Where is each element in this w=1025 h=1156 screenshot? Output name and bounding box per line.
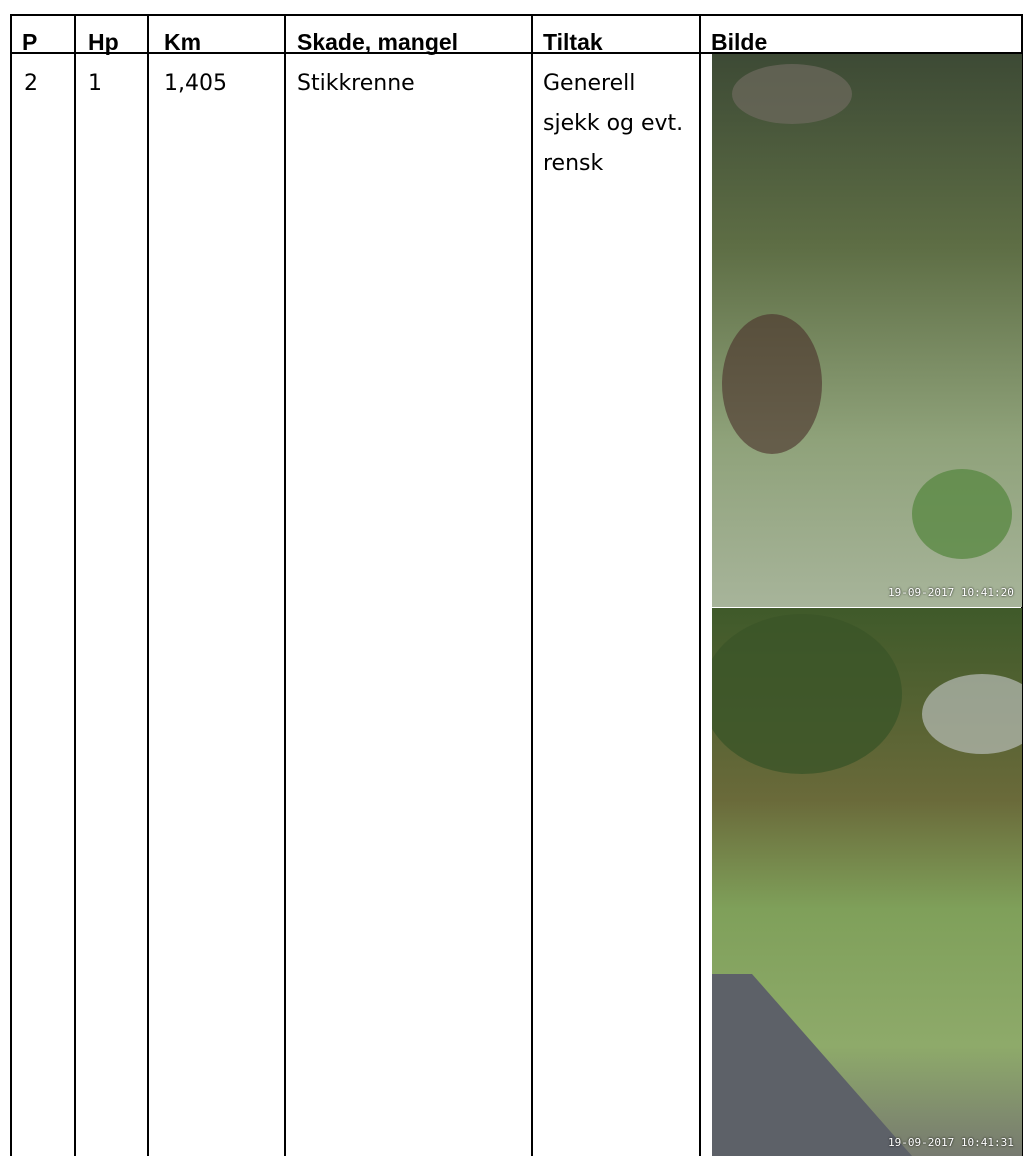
header-cell: Hp	[88, 29, 119, 55]
column-border	[1021, 14, 1023, 1156]
photo-detail	[912, 469, 1012, 559]
table-border	[10, 14, 1023, 16]
road	[712, 974, 912, 1156]
photo-detail	[922, 674, 1022, 754]
column-border	[699, 14, 701, 1156]
header-border	[10, 52, 1023, 54]
header-cell: Bilde	[711, 29, 768, 55]
cell: Stikkrenne	[297, 71, 415, 96]
photo-timestamp: 19-09-2017 10:41:31	[888, 1136, 1014, 1149]
column-border	[74, 14, 76, 1156]
photo-detail	[722, 314, 822, 454]
cell: 2	[24, 71, 38, 96]
photo-timestamp: 19-09-2017 10:41:20	[888, 586, 1014, 599]
cell: Generell sjekk og evt. rensk	[543, 71, 684, 176]
header-cell: Skade, mangel	[297, 29, 459, 55]
column-border	[10, 14, 12, 1156]
header-cell: Km	[164, 29, 202, 55]
column-border	[284, 14, 286, 1156]
photo-detail	[712, 614, 902, 774]
photo-detail	[732, 64, 852, 124]
photos	[712, 54, 1022, 1156]
header-cell: Tiltak	[543, 29, 603, 55]
cell: 1,405	[164, 71, 227, 96]
cell: 1	[88, 71, 102, 96]
column-border	[531, 14, 533, 1156]
column-border	[147, 14, 149, 1156]
header-cell: P	[22, 29, 38, 55]
